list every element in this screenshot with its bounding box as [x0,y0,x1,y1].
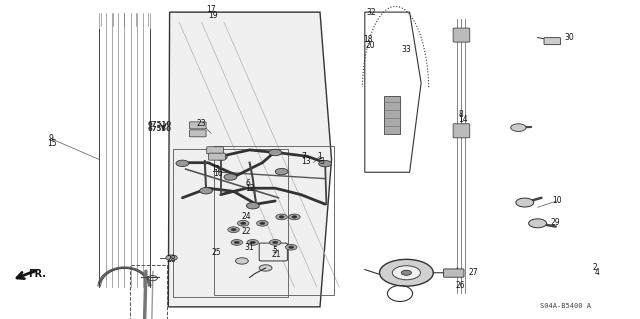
Circle shape [511,124,526,131]
Text: 17: 17 [206,5,216,14]
Text: 5: 5 [273,246,278,255]
FancyBboxPatch shape [209,153,225,160]
FancyBboxPatch shape [453,124,470,138]
Circle shape [236,258,248,264]
Text: 2: 2 [593,263,598,272]
Circle shape [176,160,189,167]
Text: 22: 22 [241,227,250,236]
Polygon shape [384,96,400,134]
Circle shape [246,203,259,209]
Circle shape [380,259,433,286]
Circle shape [292,216,297,218]
Circle shape [260,222,265,225]
Text: 24: 24 [241,212,252,221]
Text: 6: 6 [246,179,251,188]
Polygon shape [168,12,332,307]
Circle shape [228,227,239,233]
FancyBboxPatch shape [207,147,223,154]
Text: 30: 30 [564,33,575,42]
Circle shape [275,168,288,175]
Text: 13: 13 [301,157,311,166]
Text: 32: 32 [366,8,376,17]
Circle shape [250,241,255,244]
Circle shape [231,240,243,245]
Circle shape [269,149,282,156]
Text: 11: 11 [211,165,220,174]
Text: 7: 7 [301,152,307,161]
Circle shape [257,220,268,226]
Circle shape [273,241,278,244]
Circle shape [237,220,249,226]
FancyBboxPatch shape [259,243,287,261]
Text: 10: 10 [552,197,562,205]
Text: 3: 3 [319,157,324,166]
Circle shape [285,244,297,250]
Circle shape [234,241,239,244]
Text: 67510: 67510 [147,121,172,127]
Circle shape [401,270,412,275]
FancyBboxPatch shape [453,28,470,42]
Text: 21: 21 [272,250,281,259]
FancyBboxPatch shape [189,122,206,129]
Text: 67550: 67550 [147,126,172,132]
Circle shape [269,240,281,245]
Text: 28: 28 [167,256,176,264]
Text: 26: 26 [456,281,466,290]
Circle shape [529,219,547,228]
Text: 31: 31 [244,243,255,252]
Circle shape [259,265,272,271]
FancyBboxPatch shape [444,269,464,277]
Text: FR.: FR. [28,269,46,279]
Circle shape [319,160,332,167]
Text: 33: 33 [401,45,412,54]
Text: 4: 4 [595,268,600,277]
Text: 19: 19 [208,11,218,20]
Text: 18: 18 [364,35,372,44]
Text: 25: 25 [211,249,221,257]
Circle shape [214,154,227,160]
Text: 14: 14 [458,115,468,124]
Text: 9: 9 [49,134,54,143]
Text: 12: 12 [245,184,254,193]
Circle shape [231,228,236,231]
Circle shape [392,266,420,280]
Text: 27: 27 [468,268,479,277]
Circle shape [166,255,177,261]
Text: 1: 1 [317,152,323,161]
Circle shape [200,188,212,194]
Circle shape [516,198,534,207]
Text: 15: 15 [47,139,58,148]
Text: S04A-B5400 A: S04A-B5400 A [540,303,591,308]
Text: 23: 23 [196,119,207,128]
Text: 16: 16 [212,169,223,178]
Circle shape [241,222,246,225]
Text: 20: 20 [365,41,375,50]
Text: 8: 8 [458,110,463,119]
FancyBboxPatch shape [544,38,561,45]
Circle shape [247,240,259,245]
FancyBboxPatch shape [189,130,206,137]
Circle shape [224,174,237,180]
Circle shape [289,214,300,220]
Circle shape [289,246,294,249]
Circle shape [276,214,287,220]
Text: 29: 29 [550,218,560,227]
Circle shape [279,216,284,218]
